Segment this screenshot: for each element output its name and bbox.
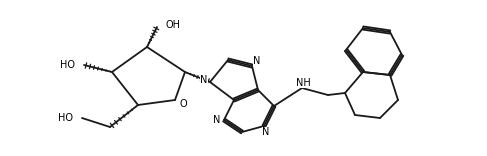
Text: O: O (179, 99, 187, 109)
Text: N: N (253, 56, 261, 66)
Text: HO: HO (60, 60, 75, 70)
Text: NH: NH (296, 78, 310, 88)
Text: N: N (200, 75, 207, 85)
Text: HO: HO (58, 113, 73, 123)
Text: N: N (262, 127, 270, 137)
Text: N: N (213, 115, 221, 125)
Text: OH: OH (166, 20, 181, 30)
